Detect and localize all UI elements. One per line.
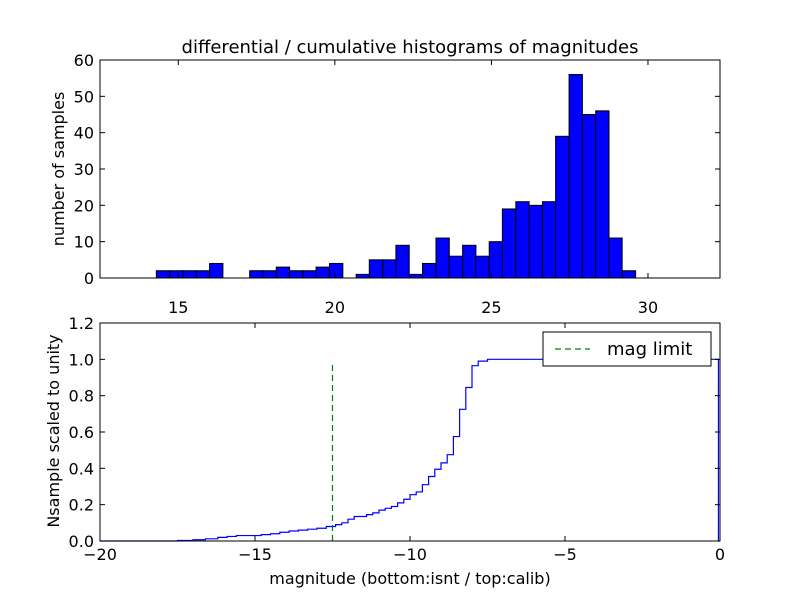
top-chart-ylabel: number of samples <box>49 92 68 247</box>
y-tick-label: 0 <box>84 269 94 288</box>
histogram-bar <box>195 270 211 279</box>
bottom-plot-frame <box>99 322 721 542</box>
histogram-bar <box>541 201 557 279</box>
x-tick-label: 25 <box>481 298 501 317</box>
cumulative-series-line <box>100 358 720 542</box>
histogram-bar <box>448 255 463 279</box>
legend-label-mag-limit: mag limit <box>607 339 692 360</box>
top-plot-frame <box>99 59 721 279</box>
y-tick-label: 0.0 <box>69 532 94 551</box>
y-tick-label: 60 <box>74 51 94 70</box>
bottom-series-lines <box>100 358 720 542</box>
histogram-bar <box>395 244 410 279</box>
histogram-bar <box>581 114 597 279</box>
histogram-bar <box>595 110 610 279</box>
histogram-bar <box>182 270 197 279</box>
histogram-bar <box>528 204 543 279</box>
histogram-bar <box>382 259 397 279</box>
histogram-bar <box>262 270 277 279</box>
top-chart-title: differential / cumulative histograms of … <box>182 37 639 58</box>
histogram-bar <box>355 273 370 279</box>
histogram-bar <box>155 270 171 279</box>
histogram-bar <box>515 201 530 279</box>
y-tick-label: 30 <box>74 160 94 179</box>
y-tick-label: 50 <box>74 87 94 106</box>
x-tick-label: 0 <box>715 545 725 564</box>
histogram-bar <box>462 244 477 279</box>
histogram-bar <box>488 241 504 279</box>
histogram-bar <box>329 262 344 279</box>
y-tick-label: 40 <box>74 124 94 143</box>
y-tick-label: 0.2 <box>69 496 94 515</box>
histogram-bar <box>302 270 317 279</box>
y-tick-label: 0.4 <box>69 459 94 478</box>
histogram-bar <box>475 255 490 279</box>
bottom-chart-xlabel: magnitude (bottom:isnt / top:calib) <box>269 569 550 588</box>
histogram-bar <box>608 237 623 279</box>
histogram-bar <box>209 262 224 279</box>
x-tick-label: −5 <box>553 545 577 564</box>
histogram-bar <box>169 270 184 279</box>
x-tick-label: 20 <box>325 298 345 317</box>
histogram-bar <box>555 135 570 279</box>
y-tick-label: 1.0 <box>69 350 94 369</box>
x-tick-label: 15 <box>168 298 188 317</box>
x-tick-label: −15 <box>238 545 272 564</box>
top-histogram-chart: differential / cumulative histograms of … <box>49 37 721 317</box>
histogram-bar <box>368 259 384 279</box>
histogram-bar <box>288 270 304 279</box>
y-tick-label: 10 <box>74 233 94 252</box>
top-axis-ticks: 15 20 25 30 0 10 20 30 40 50 60 <box>74 51 720 317</box>
y-tick-label: 0.8 <box>69 387 94 406</box>
x-tick-label: −20 <box>83 545 117 564</box>
x-tick-label: −10 <box>393 545 427 564</box>
histogram-bar <box>435 237 450 279</box>
histogram-bar <box>501 208 517 279</box>
histogram-bar <box>408 273 424 279</box>
histogram-bar <box>249 270 264 279</box>
y-tick-label: 1.2 <box>69 314 94 333</box>
histogram-bar <box>621 270 637 279</box>
y-tick-label: 0.6 <box>69 423 94 442</box>
histogram-bar <box>275 266 291 279</box>
histogram-bar <box>422 262 437 279</box>
legend: mag limit <box>542 331 712 367</box>
bottom-axis-ticks: −20 −15 −10 −5 0 0.0 0.2 0.4 0.6 0.8 1.0 1.2 <box>69 314 726 564</box>
y-tick-label: 20 <box>74 196 94 215</box>
bottom-chart-ylabel: Nsample scaled to unity <box>44 334 63 527</box>
histogram-bar <box>315 266 330 279</box>
histogram-bar <box>568 74 583 279</box>
bottom-cumulative-chart: magnitude (bottom:isnt / top:calib) Nsam… <box>44 314 725 588</box>
x-tick-label: 30 <box>638 298 658 317</box>
